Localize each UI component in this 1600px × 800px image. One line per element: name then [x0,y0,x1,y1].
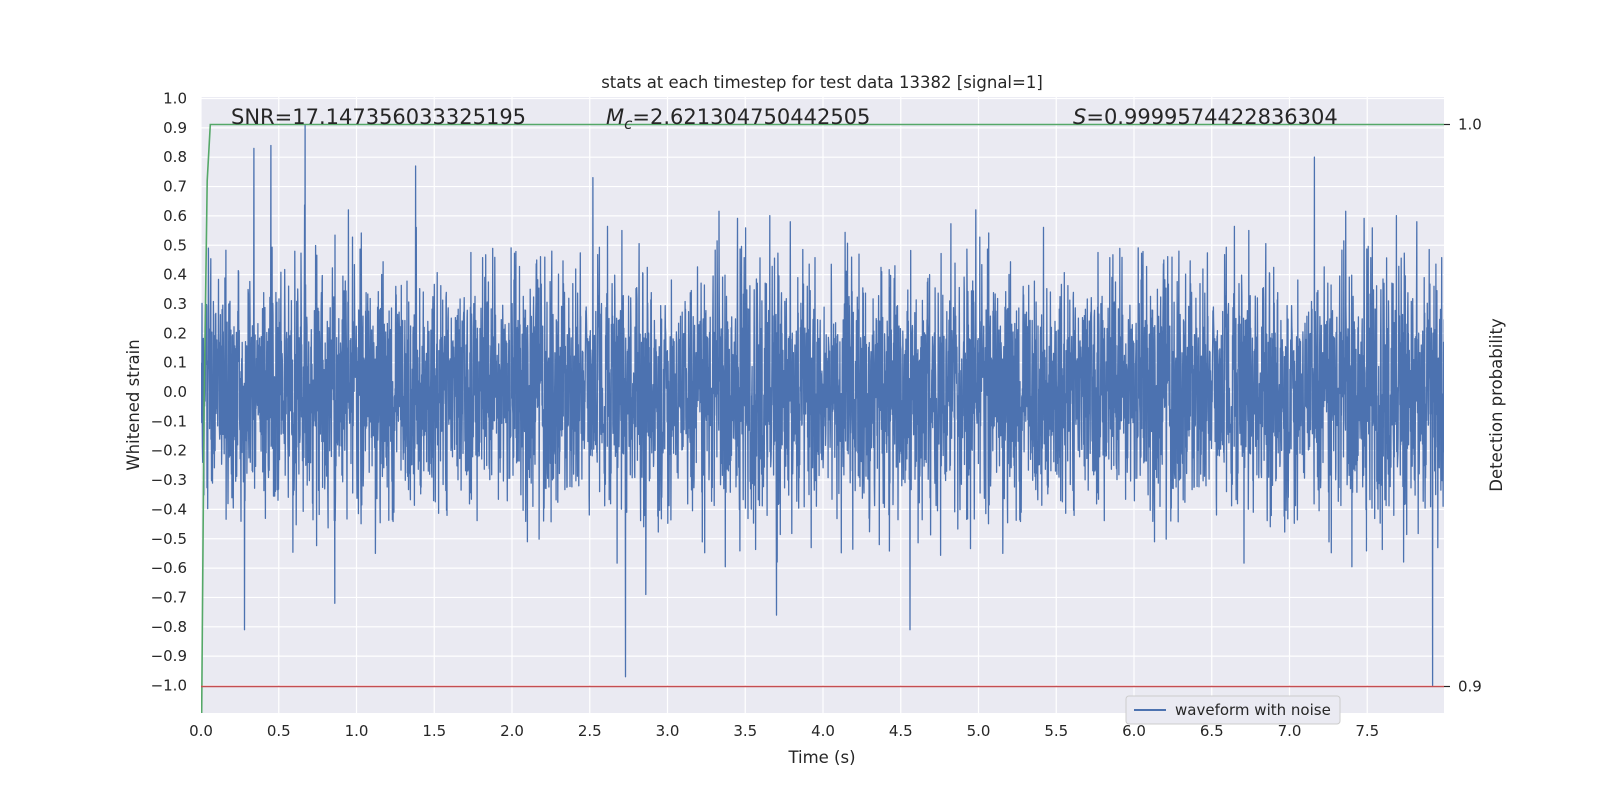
y-tick-label: 0.0 [163,383,187,401]
y-tick-label: −0.2 [151,442,187,460]
series-lines [201,123,1444,713]
y-tick-label: 0.4 [163,266,187,284]
y-tick-label: 1.0 [163,90,187,108]
x-tick-label: 2.0 [500,722,524,740]
y-tick-label: −0.6 [151,559,187,577]
legend-box [1125,695,1341,725]
right-y-tick-label: 0.9 [1458,678,1482,696]
waveform-with-noise-line [201,124,1444,687]
y-tick-label: 0.1 [163,354,187,372]
x-tick-label: 4.5 [889,722,913,740]
y-tick-label: −0.4 [151,500,187,518]
x-tick-label: 5.0 [967,722,991,740]
y-tick-label: −0.3 [151,471,187,489]
y-axis-label: Whitened strain [124,339,143,470]
x-tick-label: 3.0 [656,722,680,740]
x-axis-label: Time (s) [787,748,855,767]
detection-statistic-symbol: S [1073,105,1086,129]
x-tick-label: 0.5 [267,722,291,740]
x-tick-label: 7.0 [1278,722,1302,740]
y-tick-label: 0.8 [163,148,187,166]
x-tick-label: 5.5 [1044,722,1068,740]
y-tick-label: 0.6 [163,207,187,225]
x-tick-label: 7.5 [1355,722,1379,740]
y-tick-label: −0.1 [151,412,187,430]
x-tick-label: 3.5 [733,722,757,740]
x-tick-label: 1.0 [345,722,369,740]
chart-title: stats at each timestep for test data 133… [601,73,1043,92]
x-tick-label: 0.0 [189,722,213,740]
snr-annotation: SNR=17.147356033325195 [231,105,526,129]
y-tick-label: 0.3 [163,295,187,313]
y-tick-label: 0.9 [163,119,187,137]
y-tick-label: 0.5 [163,236,187,254]
chirp-mass-subscript: c [624,115,633,133]
y-tick-label: 0.7 [163,178,187,196]
legend: waveform with noise [1125,695,1341,725]
y-tick-label: 0.2 [163,324,187,342]
x-tick-label: 6.5 [1200,722,1224,740]
right-y-axis-label: Detection probability [1487,318,1506,492]
chirp-mass-value: =2.621304750442505 [632,105,870,129]
x-tick-label: 4.0 [811,722,835,740]
detection-statistic-value: =0.9999574422836304 [1086,105,1337,129]
y-tick-label: −0.9 [151,647,187,665]
right-y-tick-labels: 1.0 0.9 [1444,116,1482,696]
x-tick-label: 2.5 [578,722,602,740]
x-tick-labels: 0.0 0.5 1.0 1.5 2.0 2.5 3.0 3.5 4.0 4.5 5.0 5.5 6.0 6… [189,722,1379,740]
y-tick-label: −1.0 [151,677,187,695]
x-tick-label: 6.0 [1122,722,1146,740]
y-tick-label: −0.5 [151,530,187,548]
right-y-tick-label: 1.0 [1458,116,1482,134]
detection-probability-line [201,123,1444,713]
y-tick-label: −0.7 [151,588,187,606]
x-tick-label: 1.5 [422,722,446,740]
detection-statistic-annotation: S=0.9999574422836304 [1073,105,1338,129]
chirp-mass-annotation: Mc=2.621304750442505 [606,105,870,133]
y-tick-labels: 1.0 0.9 0.8 0.7 0.6 0.5 0.4 0.3 0.2 0.1 0.0 −0.1 −0.… [151,90,187,695]
legend-label-waveform: waveform with noise [1175,701,1331,719]
y-tick-label: −0.8 [151,618,187,636]
chirp-mass-symbol: M [606,105,624,129]
